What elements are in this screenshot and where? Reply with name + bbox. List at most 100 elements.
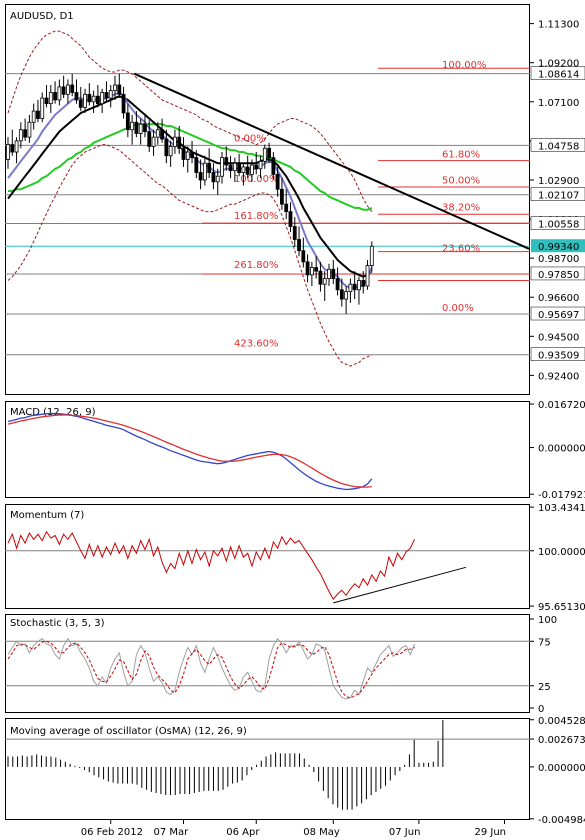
candle-body	[138, 123, 143, 134]
candle-body	[198, 172, 203, 181]
level-price-label: 0.97850	[538, 270, 579, 281]
candle-body	[202, 162, 207, 181]
ma-fast-line	[7, 91, 373, 289]
osma-panel[interactable]: Moving average of oscillator (OsMA) (12,…	[5, 716, 585, 826]
candle-body	[348, 283, 353, 293]
osma-title: Moving average of oscillator (OsMA) (12,…	[10, 726, 247, 737]
stochastic-signal-line	[7, 640, 415, 699]
bollinger-bands	[7, 30, 373, 367]
candle-body	[121, 93, 126, 114]
fib-label: 423.60%	[234, 338, 279, 349]
momentum-tick: 103.4341	[538, 503, 585, 514]
candle-body	[134, 121, 139, 134]
momentum-tick: 95.65130	[538, 602, 585, 613]
candle-body	[322, 278, 327, 285]
momentum-panel-frame	[5, 504, 530, 609]
candle-body	[104, 92, 109, 99]
candle-body	[361, 280, 366, 287]
date-label: 06 Apr	[226, 827, 260, 838]
candle-body	[190, 151, 194, 159]
moving-averages	[7, 91, 373, 289]
stochastic-panel[interactable]: Stochastic (3, 5, 3) 100 75 25 0	[5, 614, 557, 716]
candle-body	[48, 92, 53, 105]
candle-body	[95, 95, 100, 105]
main-panel[interactable]: AUDUSD, D1 1.113001.092001.071001.050001…	[5, 4, 585, 395]
level-price-label: 1.04758	[538, 141, 579, 152]
level-price-box	[530, 138, 585, 152]
candle-body	[53, 92, 57, 101]
ma-mid-line	[7, 95, 373, 278]
price-tick: 0.96600	[538, 293, 579, 304]
candle-body	[177, 136, 182, 149]
ma-slow-line	[8, 123, 373, 211]
level-price-label: 1.00558	[538, 220, 579, 231]
candlesticks	[6, 73, 374, 314]
candle-body	[292, 226, 297, 240]
macd-tick: -0.017921	[538, 490, 585, 501]
level-price-box	[530, 347, 585, 361]
candle-body	[18, 129, 23, 142]
date-label: 07 Mar	[153, 827, 189, 838]
candle-body	[155, 129, 160, 138]
price-tick: 1.09200	[538, 59, 579, 70]
candle-body	[6, 144, 10, 160]
candle-body	[305, 261, 310, 276]
fib-label: 50.00%	[442, 176, 480, 187]
candle-body	[271, 157, 276, 175]
candle-body	[237, 162, 242, 173]
candle-body	[331, 268, 336, 280]
current-price-label: 0.99340	[538, 242, 579, 253]
candle-body	[284, 203, 289, 212]
candle-body	[27, 121, 32, 138]
candle-body	[275, 173, 280, 190]
candle-body	[309, 267, 314, 276]
price-tick: 1.02900	[538, 176, 579, 187]
momentum-panel[interactable]: Momentum (7) 103.4341 100.0000 95.65130	[5, 503, 585, 613]
macd-tick: 0.016720	[538, 400, 585, 411]
date-label: 06 Feb 2012	[81, 827, 143, 838]
osma-panel-frame	[5, 718, 530, 820]
fibonacci-lines: 100.00% 61.80% 50.00% 38.20% 23.60% 0.00% 0.00…	[201, 60, 530, 349]
candle-body	[108, 90, 113, 99]
main-panel-title: AUDUSD, D1	[10, 11, 74, 22]
level-price-box	[530, 306, 585, 321]
fib-label: 23.60%	[442, 243, 480, 254]
candle-body	[224, 157, 229, 166]
momentum-line	[7, 530, 416, 600]
candle-body	[314, 267, 319, 272]
price-tick: 1.07100	[538, 98, 579, 109]
candle-body	[83, 93, 87, 108]
osma-tick: 0.002673	[538, 735, 585, 746]
candle-body	[327, 268, 331, 280]
fib-label: 261.80%	[234, 260, 279, 271]
candle-body	[228, 164, 233, 172]
candle-body	[125, 112, 130, 131]
candle-body	[220, 157, 224, 177]
stochastic-lines: 100 75 25 0	[5, 615, 557, 715]
fib-label: 0.00%	[234, 134, 266, 145]
candle-body	[40, 97, 45, 119]
candle-body	[241, 166, 246, 173]
osma-histogram: 0.004528 0.002673 0.000000 -0.004984	[5, 716, 585, 826]
candle-body	[250, 164, 254, 175]
stochastic-tick: 100	[538, 615, 557, 626]
candle-body	[66, 84, 70, 95]
candle-body	[254, 164, 259, 170]
stochastic-tick: 25	[538, 682, 551, 693]
stochastic-title: Stochastic (3, 5, 3)	[10, 618, 105, 629]
candle-body	[78, 99, 83, 108]
bollinger-upper	[7, 30, 373, 212]
candle-body	[23, 129, 28, 138]
candle-body	[211, 172, 216, 183]
candle-body	[147, 131, 152, 147]
candle-body	[74, 92, 79, 101]
macd-title: MACD (12, 26, 9)	[10, 407, 96, 418]
price-tick: 1.11300	[538, 20, 579, 31]
level-price-box	[530, 216, 585, 230]
candle-body	[168, 146, 173, 157]
main-panel-frame	[5, 4, 530, 395]
candle-body	[117, 84, 122, 95]
candle-body	[288, 211, 293, 227]
macd-panel[interactable]: MACD (12, 26, 9) 0.016720 0.000000 -0.0179…	[5, 400, 585, 501]
